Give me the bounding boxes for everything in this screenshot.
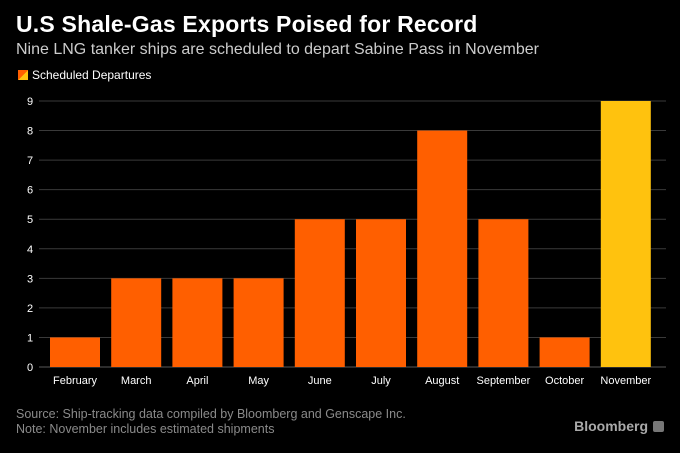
- x-tick-label: February: [53, 375, 98, 387]
- x-tick-label: November: [600, 375, 651, 387]
- y-tick-label: 0: [27, 362, 33, 374]
- x-tick-label: July: [371, 375, 391, 387]
- y-tick-label: 7: [27, 155, 33, 167]
- y-tick-label: 9: [27, 96, 33, 108]
- y-tick-label: 3: [27, 273, 33, 285]
- bars: [50, 101, 651, 367]
- x-tick-label: May: [248, 375, 269, 387]
- bar-march: [111, 278, 162, 367]
- bar-october: [539, 337, 590, 367]
- legend-swatch: [18, 70, 28, 80]
- bar-august: [417, 130, 468, 367]
- brand: Bloomberg: [574, 418, 664, 434]
- footnote: Note: November includes estimated shipme…: [16, 422, 275, 436]
- bar-july: [356, 219, 406, 367]
- x-tick-label: October: [545, 375, 584, 387]
- source-note: Source: Ship-tracking data compiled by B…: [16, 407, 406, 421]
- bar-february: [50, 337, 100, 367]
- y-axis-ticks: 0 1 2 3 4 5 6 7 8 9: [27, 96, 33, 374]
- x-axis-ticks: February March April May June July August Septe…: [53, 375, 652, 387]
- x-tick-label: August: [425, 375, 459, 387]
- chart-title: U.S Shale-Gas Exports Poised for Record: [16, 11, 478, 37]
- legend: Scheduled Departures: [18, 68, 151, 82]
- x-tick-label: September: [476, 375, 530, 387]
- y-tick-label: 2: [27, 303, 33, 315]
- legend-label: Scheduled Departures: [32, 68, 152, 82]
- bar-september: [478, 219, 529, 367]
- bar-may: [233, 278, 284, 367]
- footer: Source: Ship-tracking data compiled by B…: [16, 407, 406, 437]
- bar-november: [600, 101, 651, 367]
- y-tick-label: 4: [27, 244, 33, 256]
- x-tick-label: March: [121, 375, 152, 387]
- y-tick-label: 5: [27, 214, 33, 226]
- bar-june: [294, 219, 345, 367]
- y-tick-label: 6: [27, 185, 33, 197]
- chart-subtitle: Nine LNG tanker ships are scheduled to d…: [16, 41, 539, 58]
- x-tick-label: April: [186, 375, 208, 387]
- bar-april: [172, 278, 223, 367]
- bar-chart: 0 1 2 3 4 5 6 7 8 9 February March April May June July…: [27, 96, 666, 387]
- brand-logo-text: Bloomberg: [574, 418, 648, 434]
- x-tick-label: June: [308, 375, 332, 387]
- y-tick-label: 1: [27, 332, 33, 344]
- bloomberg-badge-icon: [653, 420, 664, 432]
- y-tick-label: 8: [27, 126, 33, 138]
